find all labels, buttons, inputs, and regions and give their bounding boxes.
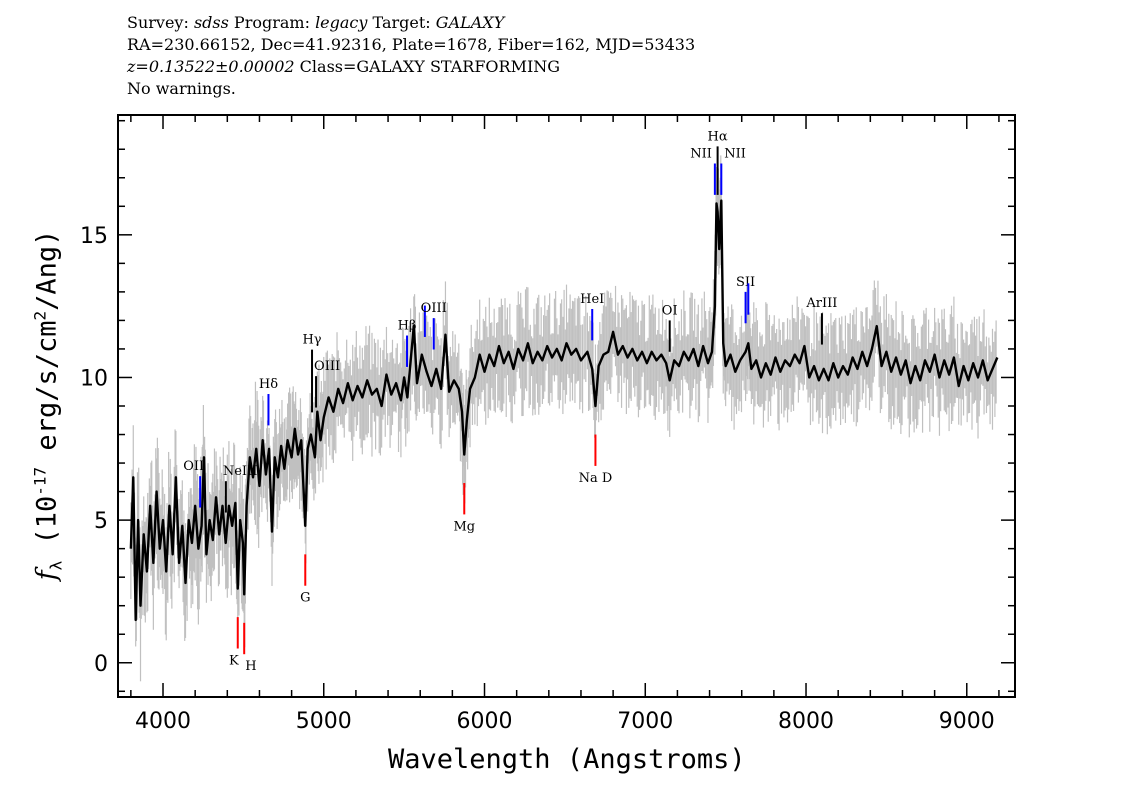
line-marker-label: Hβ: [398, 319, 417, 334]
y-label-symbol: f: [31, 570, 63, 581]
y-tick-label: 0: [94, 652, 108, 677]
line-marker-label: Na D: [579, 471, 613, 486]
line-marker-label: NII: [690, 147, 712, 162]
line-marker-label: SII: [736, 275, 755, 290]
axes: 4000 5000 6000 7000 8000 9000 0 5 10 15: [80, 114, 1016, 734]
header-line-coordinates: RA=230.66152, Dec=41.92316, Plate=1678, …: [127, 35, 696, 54]
error-band: [130, 155, 997, 682]
line-marker-label: G: [300, 591, 310, 606]
line-marker-label: NII: [724, 147, 746, 162]
line-marker-label: OII: [183, 459, 204, 474]
header-line-survey: Survey: sdss Program: legacy Target: GAL…: [127, 12, 695, 34]
line-marker-label: NeIII: [223, 464, 257, 479]
line-marker-label: Hα: [708, 129, 728, 144]
line-markers: OII NeIII Hδ Hγ OIII Hβ OIII HeI OI NII Hα NII SII Ar…: [183, 129, 837, 674]
y-label-post2: /Ang): [31, 229, 63, 311]
line-marker-label: K: [229, 654, 239, 669]
x-tick-label: 5000: [296, 709, 352, 734]
x-tick-label: 6000: [457, 709, 513, 734]
y-axis-label: fλ (10-17 erg/s/cm2/Ang): [30, 230, 65, 581]
y-label-pre: (10: [31, 495, 63, 545]
line-marker-label: HeI: [580, 292, 604, 307]
program-label: Program:: [233, 13, 310, 32]
line-marker-label: Mg: [453, 519, 475, 534]
line-marker-label: OIII: [421, 301, 447, 316]
survey-label: Survey:: [127, 13, 189, 32]
line-marker-label: Hγ: [302, 333, 321, 348]
y-label-post: erg/s/cm: [31, 320, 63, 467]
x-tick-label: 7000: [617, 709, 673, 734]
redshift-value: z=0.13522±0.00002: [127, 57, 295, 76]
target-label: Target:: [372, 13, 431, 32]
y-tick-label: 15: [80, 224, 108, 249]
header-line-warnings: No warnings.: [127, 79, 236, 98]
spectrum-line: [129, 199, 999, 622]
line-marker-label: ArIII: [805, 296, 837, 311]
target-value: GALAXY: [435, 13, 505, 32]
header-line-redshift: z=0.13522±0.00002 Class=GALAXY STARFORMI…: [127, 56, 695, 78]
line-marker-label: OI: [662, 303, 678, 318]
y-label-sub: λ: [46, 560, 66, 571]
y-tick-label: 10: [80, 366, 108, 391]
y-label-exp: -17: [30, 466, 50, 496]
program-value: legacy: [315, 13, 368, 32]
spectrum-series: [129, 199, 999, 622]
x-tick-label: 4000: [135, 709, 191, 734]
y-label-exp2: 2: [30, 310, 50, 321]
survey-value: sdss: [193, 13, 229, 32]
spectrum-header: Survey: sdss Program: legacy Target: GAL…: [127, 12, 695, 100]
line-marker-label: OIII: [314, 359, 340, 374]
x-axis-label: Wavelength (Angstroms): [388, 744, 746, 775]
class-value: Class=GALAXY STARFORMING: [299, 57, 561, 76]
x-tick-label: 9000: [939, 709, 995, 734]
y-tick-label: 5: [94, 509, 108, 534]
line-marker-label: Hδ: [259, 377, 278, 392]
x-tick-label: 8000: [778, 709, 834, 734]
line-marker-label: H: [245, 659, 256, 674]
